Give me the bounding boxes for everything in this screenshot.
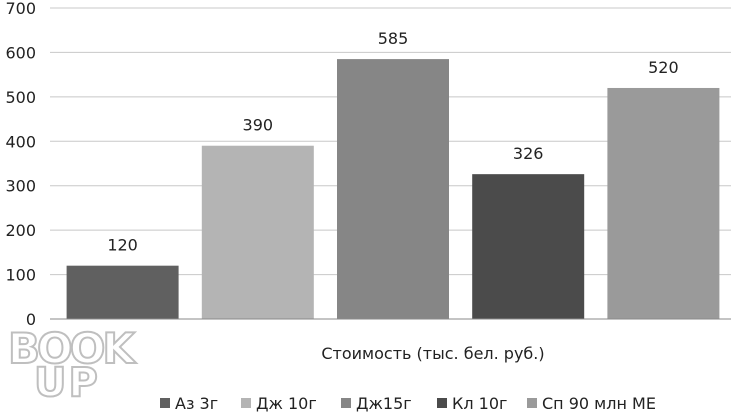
data-label: 390: [243, 116, 274, 135]
legend-label: Дж 10г: [256, 394, 317, 413]
y-tick-label: 300: [5, 177, 36, 196]
legend-label: Кл 10г: [452, 394, 507, 413]
legend-swatch: [341, 398, 351, 408]
data-label: 585: [378, 29, 409, 48]
legend-swatch: [241, 398, 251, 408]
legend-label: Дж15г: [356, 394, 412, 413]
y-tick-label: 700: [5, 0, 36, 18]
watermark-bottom-text: UP: [34, 360, 100, 406]
data-labels: 120 390 585 326 520: [107, 29, 678, 255]
y-axis-ticks: 0 100 200 300 400 500 600 700: [5, 0, 36, 329]
y-tick-label: 100: [5, 266, 36, 285]
y-tick-label: 400: [5, 132, 36, 151]
bar: [201, 145, 314, 319]
legend-label: Сп 90 млн МЕ: [542, 394, 656, 413]
legend-swatch: [160, 398, 170, 408]
bar: [337, 59, 449, 319]
bar: [472, 174, 585, 319]
legend-swatch: [437, 398, 447, 408]
bar: [66, 265, 179, 319]
bars: [66, 59, 720, 319]
y-tick-label: 600: [5, 43, 36, 62]
data-label: 120: [107, 236, 138, 255]
bookup-watermark-logo: BOOK UP: [7, 323, 140, 407]
data-label: 326: [513, 144, 544, 163]
y-tick-label: 0: [26, 310, 36, 329]
data-label: 520: [648, 58, 679, 77]
y-tick-label: 500: [5, 88, 36, 107]
x-axis-title: Стоимость (тыс. бел. руб.): [321, 344, 544, 363]
legend: Аз 3г Дж 10г Дж15г Кл 10г Сп 90 млн МЕ: [160, 394, 656, 413]
legend-swatch: [527, 398, 537, 408]
y-tick-label: 200: [5, 221, 36, 240]
watermark-top-text: BOOK: [8, 324, 136, 373]
legend-label: Аз 3г: [175, 394, 218, 413]
bar: [607, 87, 720, 319]
